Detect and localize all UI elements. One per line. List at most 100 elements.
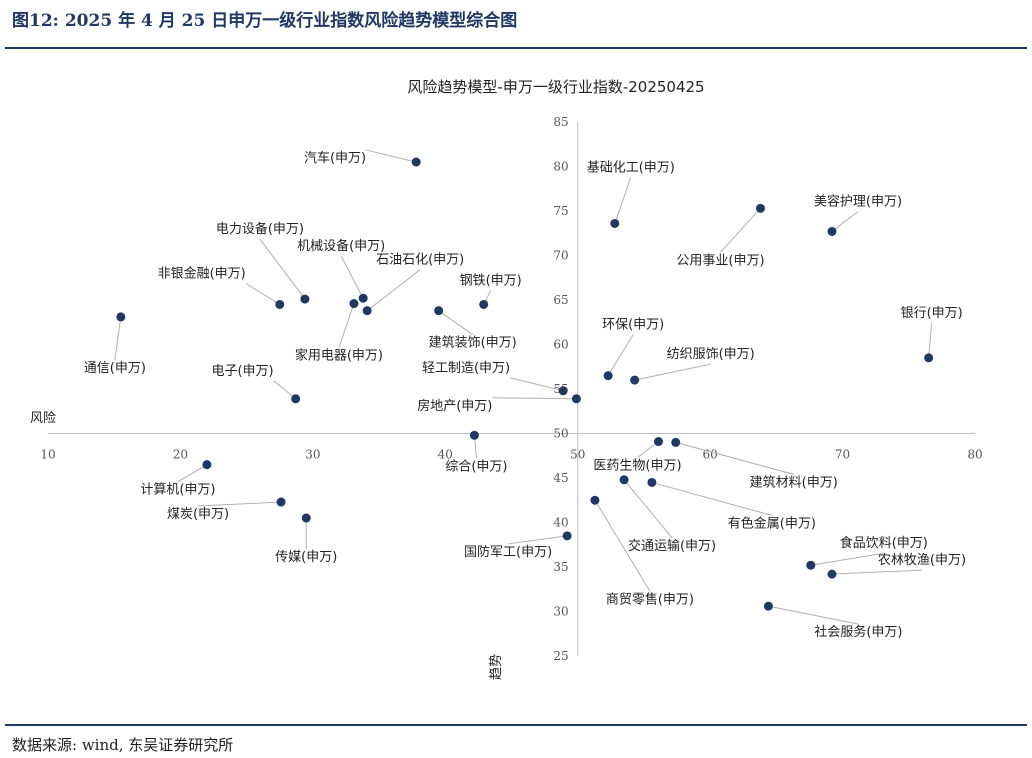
data-point: [434, 306, 444, 316]
x-tick-label: 30: [305, 448, 320, 462]
leader-line: [508, 535, 568, 545]
leader-line: [623, 479, 673, 539]
top-rule: [5, 47, 1027, 49]
point-label: 食品饮料(申万): [840, 535, 928, 551]
point-label: 计算机(申万): [140, 483, 215, 498]
leader-line: [810, 552, 884, 566]
y-tick-label: 40: [553, 516, 568, 530]
point-label: 轻工制造(申万): [422, 361, 510, 376]
x-axis-label: 风险: [30, 411, 56, 426]
point-label: 煤炭(申万): [167, 507, 229, 522]
point-label: 基础化工(申万): [587, 160, 675, 175]
leader-line: [492, 397, 577, 400]
leader-line: [831, 211, 859, 232]
point-label: 综合(申万): [445, 459, 507, 474]
point-label: 通信(申万): [84, 361, 146, 376]
data-point: [202, 460, 212, 470]
data-point: [610, 218, 620, 228]
x-tick-label: 10: [40, 448, 55, 462]
point-label: 有色金属(申万): [728, 515, 816, 531]
point-label: 电子(申万): [211, 364, 273, 379]
point-label: 美容护理(申万): [814, 193, 902, 209]
leader-line: [614, 177, 632, 224]
point-label: 传媒(申万): [275, 550, 337, 565]
scatter-chart: 风险趋势模型-申万一级行业指数-20250425 10 20 30 40 50 60 70 8…: [30, 78, 983, 680]
bottom-rule: [5, 724, 1027, 726]
x-tick-label: 20: [173, 448, 188, 462]
leader-line: [259, 238, 306, 300]
y-axis-label: 趋势: [488, 654, 504, 680]
leader-line: [607, 334, 634, 376]
y-tick-label: 50: [553, 427, 568, 441]
x-tick-label: 40: [438, 448, 453, 462]
y-tick-label: 30: [553, 605, 568, 619]
point-label: 交通运输(申万): [628, 538, 716, 554]
point-label: 非银金融(申万): [158, 265, 246, 281]
point-label: 钢铁(申万): [460, 273, 522, 288]
leader-line: [510, 377, 564, 392]
data-point: [358, 293, 368, 303]
leader-line: [114, 316, 122, 360]
data-point: [590, 495, 600, 505]
leader-line: [198, 501, 282, 507]
y-tick-label: 75: [553, 204, 568, 218]
data-point: [362, 306, 372, 316]
data-point: [562, 531, 572, 541]
point-label: 机械设备(申万): [297, 238, 385, 254]
leader-line: [438, 310, 473, 336]
y-tick-label: 45: [553, 471, 568, 485]
x-tick-label: 60: [703, 448, 718, 462]
leader-line: [366, 149, 417, 163]
data-point: [571, 394, 581, 404]
leader-line: [675, 441, 794, 475]
data-point: [619, 475, 629, 485]
y-tick-label: 70: [553, 249, 568, 263]
point-label: 家用电器(申万): [295, 348, 383, 364]
leader-line: [831, 569, 922, 575]
point-label: 环保(申万): [602, 318, 664, 333]
point-label: 国防军工(申万): [464, 544, 552, 560]
data-point: [275, 299, 285, 309]
figure-title: 图12: 2025 年 4 月 25 日申万一级行业指数风险趋势模型综合图: [12, 11, 518, 31]
point-label: 石油石化(申万): [376, 253, 464, 268]
point-label: 电力设备(申万): [216, 221, 304, 237]
data-point: [647, 477, 657, 487]
point-label: 农林牧渔(申万): [878, 553, 966, 568]
data-point: [479, 299, 489, 309]
point-label: 建筑装饰(申万): [429, 335, 517, 351]
data-point: [806, 560, 816, 570]
leader-line: [366, 269, 421, 312]
leader-line: [651, 481, 773, 516]
point-label: 商贸零售(申万): [606, 591, 694, 607]
y-tick-label: 85: [553, 115, 568, 129]
point-label: 银行(申万): [901, 306, 963, 321]
data-point: [827, 226, 837, 236]
point-label: 房地产(申万): [417, 398, 492, 414]
y-tick-label: 60: [553, 338, 568, 352]
leader-line: [594, 499, 651, 592]
data-point: [291, 394, 301, 404]
x-tick-label: 80: [967, 448, 982, 462]
y-tick-label: 80: [553, 160, 568, 174]
leader-line: [177, 464, 208, 483]
leader-line: [720, 207, 761, 253]
leader-line: [273, 380, 296, 400]
data-point: [603, 371, 613, 381]
leader-line: [768, 605, 859, 625]
data-point: [827, 569, 837, 579]
point-label: 公用事业(申万): [676, 253, 764, 268]
data-point: [411, 157, 421, 167]
leader-line: [245, 283, 281, 305]
y-tick-label: 25: [553, 649, 568, 663]
data-point: [671, 437, 681, 447]
data-point: [763, 601, 773, 611]
source-note: 数据来源: wind, 东吴证券研究所: [12, 736, 234, 754]
x-tick-label: 50: [570, 448, 585, 462]
data-point: [630, 375, 640, 385]
data-point: [349, 299, 359, 309]
point-label: 汽车(申万): [304, 150, 366, 166]
point-label: 医药生物(申万): [593, 459, 681, 474]
data-point: [469, 430, 479, 440]
data-point: [301, 513, 311, 523]
point-label: 纺织服饰(申万): [667, 347, 755, 362]
